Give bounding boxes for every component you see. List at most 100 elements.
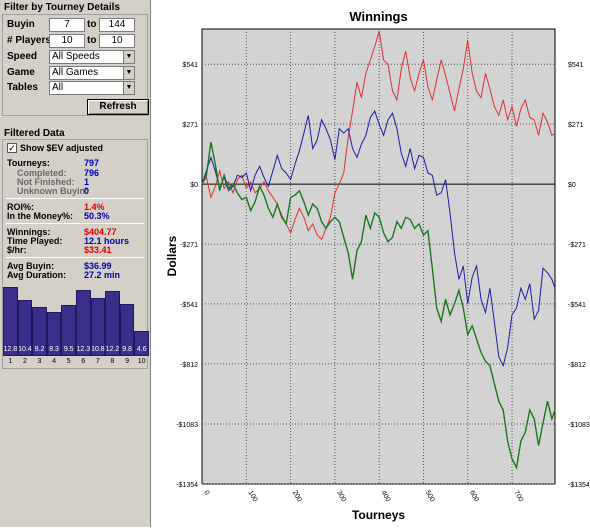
not-finished-value: 1	[84, 177, 90, 187]
plot-area	[201, 28, 556, 485]
x-tick-label: 700	[512, 490, 524, 504]
histogram-bar-label: 9.5	[63, 346, 74, 353]
tables-select-value: All	[52, 82, 64, 93]
left-panel: Filter by Tourney Details Buyin 7 to 144…	[0, 0, 151, 527]
y-tick-label-left: -$1354	[176, 482, 198, 489]
y-tick-label-left: -$1083	[176, 422, 198, 429]
histogram-category-label: 4	[52, 358, 57, 365]
buyin-label: Buyin	[7, 19, 35, 30]
histogram-bar-label: 10.8	[91, 346, 105, 353]
avg-buyin-label: Avg Buyin:	[7, 261, 55, 271]
game-select[interactable]: All Games ▼	[49, 66, 135, 80]
game-select-value: All Games	[52, 67, 99, 78]
histogram-category-label: 2	[22, 358, 27, 365]
x-tick-label: 400	[379, 490, 391, 504]
winnings-value: $404.77	[84, 227, 117, 237]
not-finished-label: Not Finished:	[17, 177, 75, 187]
tables-label: Tables	[7, 82, 38, 93]
speed-select[interactable]: All Speeds ▼	[49, 50, 135, 64]
avg-buyin-value: $36.99	[84, 261, 112, 271]
unknown-buyin-value: 0	[84, 186, 90, 196]
speed-label: Speed	[7, 51, 38, 62]
histogram-bar	[105, 290, 120, 356]
histogram-bar-label: 12.8	[3, 346, 18, 353]
avg-duration-value: 27.2 min	[84, 270, 121, 280]
y-tick-label-right: -$1354	[568, 482, 590, 489]
histogram-bar	[61, 305, 76, 356]
y-tick-label-left: -$812	[180, 362, 198, 369]
x-tick-label: 100	[247, 490, 259, 504]
tourneys-label: Tourneys:	[7, 158, 50, 168]
buyin-to-input[interactable]: 144	[99, 18, 135, 32]
histogram-bar-label: 8.3	[49, 346, 59, 353]
filtered-box: ✓ Show $EV adjusted Tourneys: 797 Comple…	[2, 139, 149, 369]
histogram-bar	[76, 290, 91, 356]
histogram-bar	[119, 303, 135, 356]
histogram-category-label: 5	[66, 358, 71, 365]
histogram-category-label: 3	[37, 358, 42, 365]
completed-label: Completed:	[17, 168, 67, 178]
divider	[6, 198, 144, 199]
time-played-label: Time Played:	[7, 236, 63, 246]
y-tick-label-right: $541	[568, 62, 584, 69]
y-tick-label-left: -$541	[180, 302, 198, 309]
series-line-2	[201, 109, 556, 368]
histogram-category-label: 7	[95, 358, 100, 365]
winnings-label: Winnings:	[7, 227, 51, 237]
itm-label: In the Money%:	[7, 211, 74, 221]
speed-select-value: All Speeds	[52, 51, 100, 62]
histogram-category-label: 10	[137, 358, 146, 365]
y-tick-label-right: -$812	[568, 362, 586, 369]
buyin-from-input[interactable]: 7	[49, 18, 85, 32]
histogram-bar-label: 9.8	[122, 346, 132, 353]
winnings-chart: $541 $541 $271 $271 $0 $0 -$271 -$271 -$541 -$541…	[165, 9, 590, 522]
completed-value: 796	[84, 168, 100, 178]
histogram-bar-label: 10.4	[18, 346, 32, 353]
y-tick-label-right: -$541	[568, 302, 586, 309]
game-label: Game	[7, 67, 35, 78]
histogram-bar	[32, 306, 47, 356]
histogram-bar-label: 9.2	[34, 346, 45, 353]
show-ev-checkbox[interactable]: ✓	[7, 143, 17, 153]
roi-label: ROI%:	[7, 202, 34, 212]
chevron-down-icon: ▼	[123, 51, 134, 63]
tables-select[interactable]: All ▼	[49, 81, 135, 95]
y-tick-label-right: -$271	[568, 242, 586, 249]
winnings-chart-panel: $541 $541 $271 $271 $0 $0 -$271 -$271 -$541 -$541…	[152, 0, 590, 527]
histogram-bar	[46, 311, 62, 356]
histogram-bar	[90, 298, 106, 356]
histogram-category-label: 9	[125, 358, 130, 365]
histogram-bar	[3, 287, 18, 356]
time-played-value: 12.1 hours	[84, 236, 130, 246]
avg-duration-label: Avg Duration:	[7, 270, 67, 280]
x-tick-label: 600	[468, 490, 480, 504]
histogram-category-label: 8	[110, 358, 115, 365]
histogram-category-label: 1	[8, 358, 13, 365]
filter-box: Buyin 7 to 144 # Players 10 to 10 Speed …	[2, 14, 149, 116]
show-ev-label: Show $EV adjusted	[20, 143, 104, 153]
x-tick-label: 200	[291, 490, 303, 504]
histogram-bar-label: 12.3	[76, 346, 91, 353]
histogram-category-label: 6	[81, 358, 86, 365]
players-from-input[interactable]: 10	[49, 34, 85, 48]
histogram-bar-label: 12.2	[105, 346, 120, 353]
roi-value: 1.4%	[84, 202, 105, 212]
y-tick-label-right: $0	[568, 182, 576, 189]
players-label: # Players	[7, 35, 51, 46]
series-line-3	[201, 141, 556, 470]
chart-title: Winnings	[349, 9, 407, 24]
x-tick-label: 500	[424, 490, 436, 504]
chevron-down-icon: ▼	[123, 67, 134, 79]
refresh-button[interactable]: Refresh	[87, 99, 149, 115]
y-tick-label-left: $541	[182, 62, 198, 69]
players-to-input[interactable]: 10	[99, 34, 135, 48]
tourneys-value: 797	[84, 158, 100, 168]
players-to-label: to	[87, 35, 97, 46]
per-hr-value: $33.41	[84, 245, 112, 255]
x-tick-label: 0	[202, 490, 210, 497]
histogram-bar	[17, 300, 33, 356]
y-tick-label-right: -$1083	[568, 422, 590, 429]
y-tick-label-left: $0	[190, 182, 198, 189]
chevron-down-icon: ▼	[123, 82, 134, 94]
histogram-bar-label: 4.6	[136, 346, 147, 353]
